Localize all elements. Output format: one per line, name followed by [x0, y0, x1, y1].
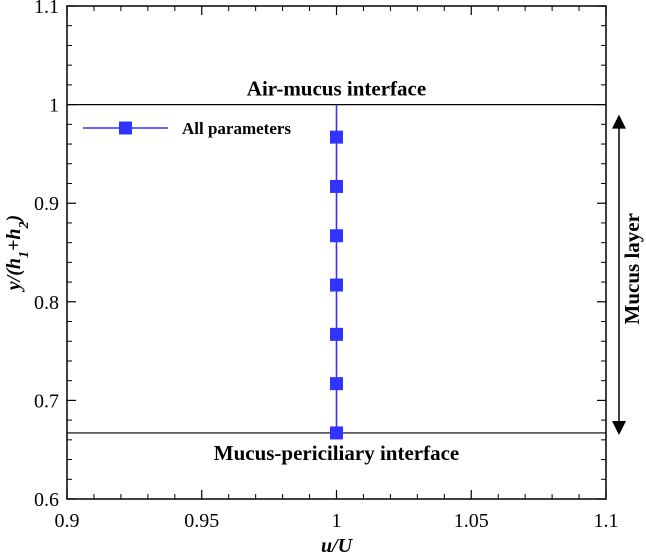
y-tick-label: 1: [49, 95, 59, 117]
arrow-down-head: [612, 420, 626, 435]
y-tick-label: 0.8: [34, 292, 59, 314]
x-tick-label: 1.1: [594, 510, 619, 532]
legend-marker: [119, 121, 132, 135]
data-point: [330, 278, 343, 292]
data-point: [330, 130, 343, 144]
series-all-parameters: [330, 104, 343, 440]
reference-line-label: Air-mucus interface: [247, 77, 426, 101]
x-tick-label: 0.95: [184, 510, 219, 532]
arrow-up-head: [612, 114, 626, 129]
data-point: [330, 229, 343, 243]
data-point: [330, 377, 343, 391]
mucus-layer-label: Mucus layer: [620, 213, 644, 324]
annotations: Mucus layer: [612, 114, 644, 435]
data-point: [330, 179, 343, 193]
legend-label: All parameters: [182, 119, 291, 138]
reference-lines: Air-mucus interface Mucus-periciliary int…: [67, 77, 606, 465]
y-tick-label: 0.9: [34, 193, 59, 215]
x-tick-label: 0.9: [55, 510, 80, 532]
x-axis-title: u/U: [321, 535, 354, 555]
axes: 0.9 0.95 1 1.05 1.1 0.6 0.7 0.8 0.9 1 1.1 u/U y/(h1+…: [3, 0, 619, 555]
data-point: [330, 426, 343, 440]
x-tick-label: 1: [332, 510, 342, 532]
legend: All parameters: [83, 119, 291, 138]
reference-line-label: Mucus-periciliary interface: [214, 441, 460, 465]
x-tick-label: 1.05: [454, 510, 489, 532]
y-tick-label: 0.7: [34, 390, 59, 412]
y-tick-label: 1.1: [34, 0, 59, 18]
y-axis-title: y/(h1+h2): [3, 215, 32, 292]
y-tick-label: 0.6: [34, 489, 59, 511]
data-point: [330, 327, 343, 341]
